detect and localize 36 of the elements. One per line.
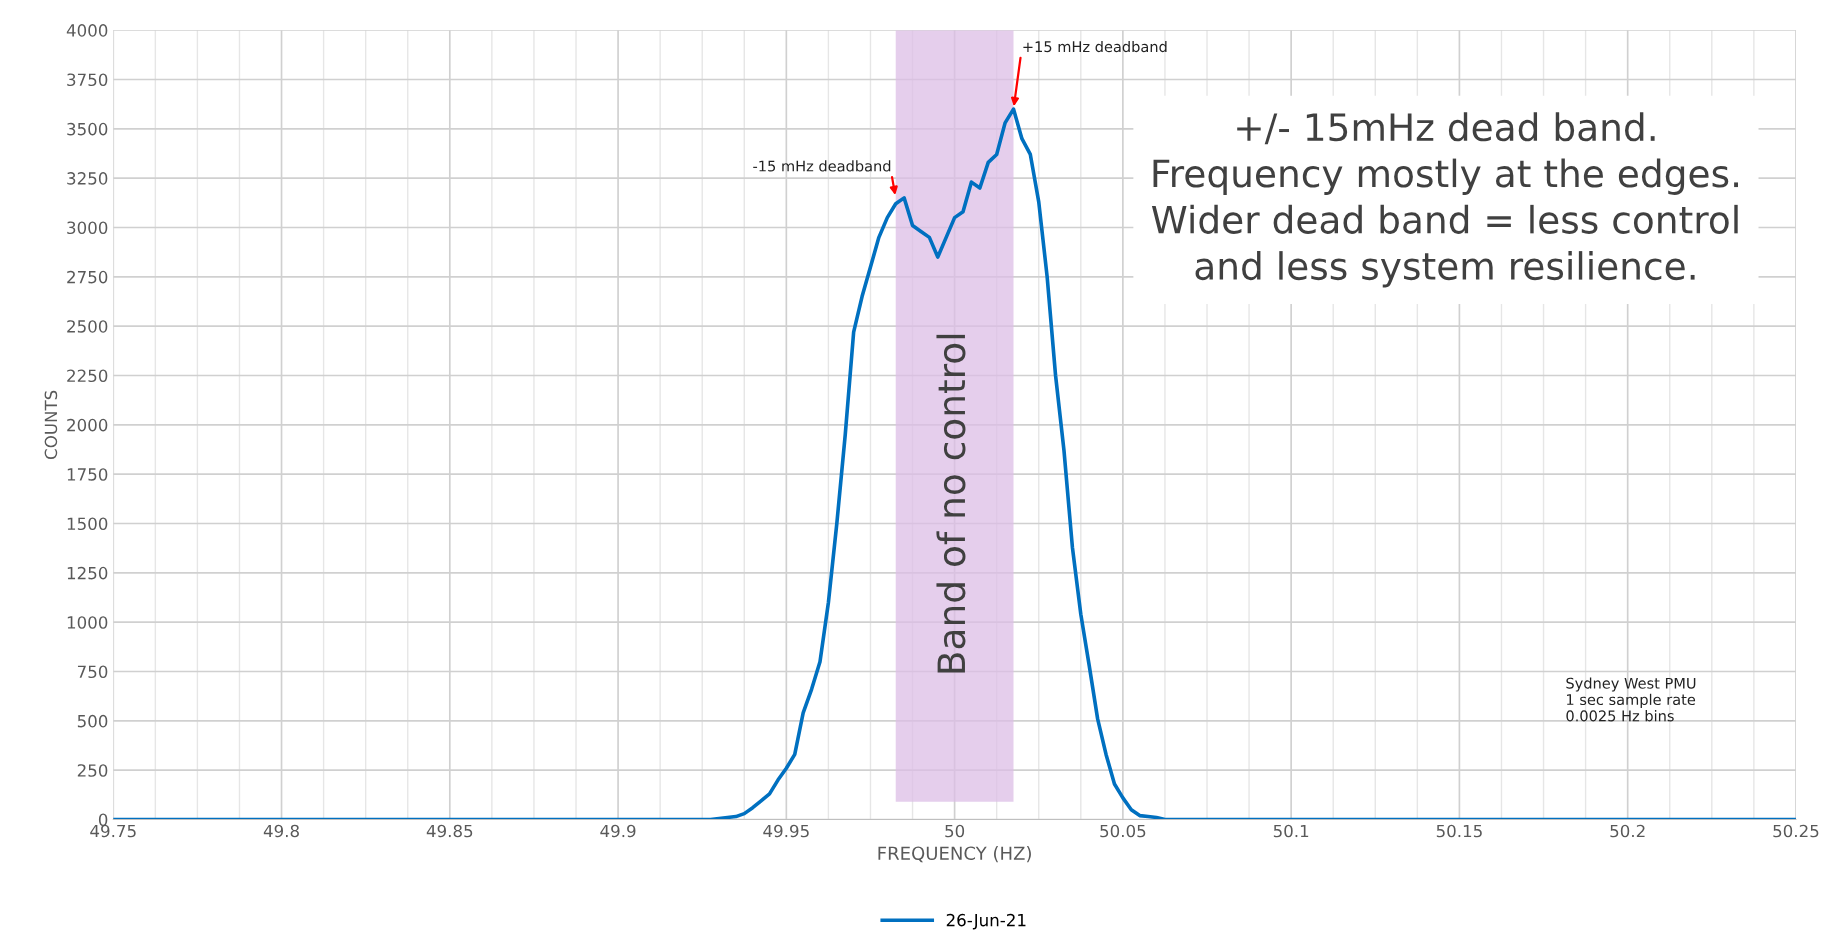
y-tick-label: 1250 [67,566,108,580]
y-tick-label: 3500 [67,122,108,136]
y-tick-label: 3250 [67,172,108,185]
y-tick-label: 2000 [67,418,108,432]
y-tick-label: 3000 [67,221,108,235]
x-tick-label: 50.2 [1610,824,1645,838]
y-tick-label: 2750 [67,270,108,284]
x-tick-label: 49.8 [263,824,299,838]
y-tick-label: 2250 [67,369,108,383]
x-tick-label: 50.1 [1273,824,1309,838]
y-tick-label: 0 [98,813,108,827]
y-axis-title: COUNTS [44,390,58,459]
y-tick-label: 1000 [67,616,108,629]
annotation: Sydney West PMU 1 sec sample rate 0.0025 Hz bins [1566,677,1696,722]
x-tick-label: 50.15 [1436,824,1482,838]
legend-label: 26-Jun-21 [946,913,1026,930]
x-tick-label: 50.25 [1773,824,1819,838]
y-tick-label: 750 [77,665,108,679]
y-tick-label: 1500 [67,517,108,531]
x-tick-label: 49.75 [90,824,136,838]
x-tick-label: 50.05 [1100,824,1146,838]
band-label: Band of no control [936,334,966,673]
x-tick-label: 49.85 [426,824,473,838]
y-tick-label: 500 [77,714,108,728]
y-tick-label: 2500 [67,320,108,333]
annotation: -15 mHz deadband [753,160,891,172]
x-axis-title: FREQUENCY (HZ) [878,846,1031,863]
x-tick-label: 49.95 [763,824,809,838]
y-tick-label: 4000 [66,24,108,37]
x-tick-label: 50 [945,824,965,838]
x-tick-label: 49.9 [600,824,636,838]
y-tick-label: 3750 [67,73,108,87]
annotation: +15 mHz deadband [1023,40,1167,53]
y-tick-label: 250 [77,764,108,777]
y-tick-label: 1750 [67,468,108,481]
annotation: +/- 15mHz dead band. Frequency mostly at the edges. Wider dead band = less control and less system resilience. [1151,112,1738,288]
